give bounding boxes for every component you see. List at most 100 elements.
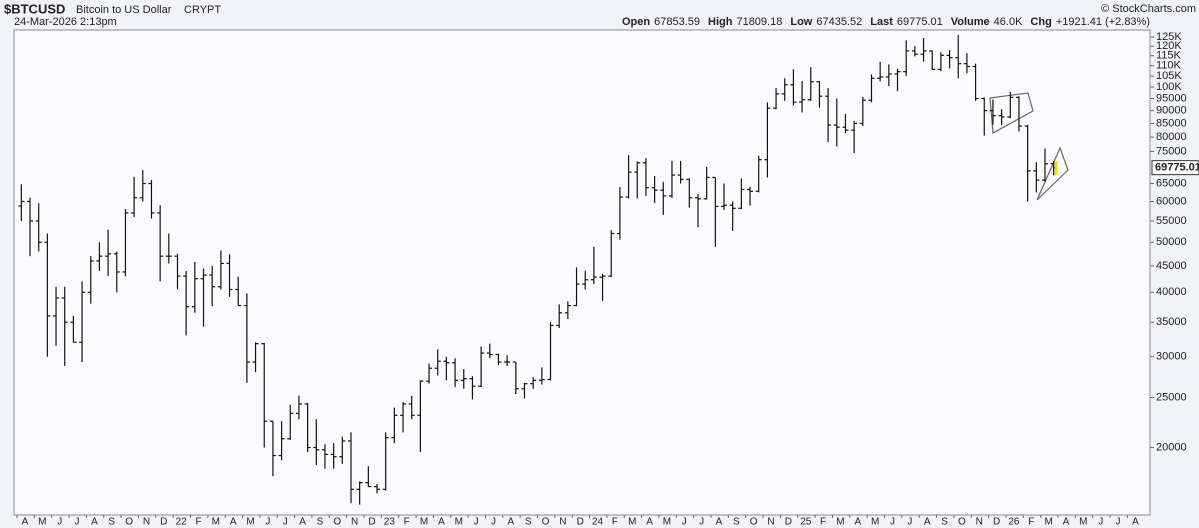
x-tick-label: M: [628, 517, 636, 528]
x-tick-label: M: [455, 517, 463, 528]
x-tick-label: A: [1132, 517, 1139, 528]
x-tick-label: J: [682, 517, 687, 528]
quote-label: Volume: [951, 16, 990, 28]
plot-area: [13, 29, 1151, 516]
x-tick-label: M: [1079, 517, 1087, 528]
y-tick-label: 90000: [1156, 105, 1187, 117]
x-tick-label: F: [195, 517, 201, 528]
x-tick-label: O: [958, 517, 966, 528]
y-tick-label: 120K: [1156, 40, 1182, 52]
y-tick-label: 30000: [1156, 351, 1187, 363]
x-tick-label: J: [283, 517, 288, 528]
x-tick-label: O: [333, 517, 341, 528]
chart-subtitle: Bitcoin to US Dollar: [76, 4, 172, 16]
quote-value: 71809.18: [736, 16, 782, 28]
x-tick-label: M: [212, 517, 220, 528]
x-tick-label: D: [160, 517, 167, 528]
x-tick-label: F: [404, 517, 410, 528]
x-tick-label: J: [1116, 517, 1121, 528]
y-tick-label: 25000: [1156, 391, 1187, 403]
x-tick-label: M: [836, 517, 844, 528]
y-tick-label: 115K: [1156, 50, 1182, 62]
x-tick-label: J: [474, 517, 479, 528]
y-tick-label: 105K: [1156, 70, 1182, 82]
quote-label: High: [708, 16, 733, 28]
x-tick-label: A: [91, 517, 98, 528]
x-tick-label: A: [299, 517, 306, 528]
last-price-label: 69775.01: [1155, 162, 1199, 174]
x-tick-label: M: [420, 517, 428, 528]
quote-label: Low: [790, 16, 812, 28]
x-tick-label: O: [125, 517, 133, 528]
y-tick-label: 125K: [1156, 31, 1182, 43]
x-tick-label: J: [57, 517, 62, 528]
last-price-box: [1151, 160, 1199, 176]
y-tick-label: 80000: [1156, 131, 1187, 143]
x-tick-label: N: [143, 517, 150, 528]
pennant-pattern: [1036, 146, 1069, 201]
quote-value: 67853.59: [654, 16, 700, 28]
last-marker: [1054, 161, 1058, 176]
x-tick-label: A: [1063, 517, 1070, 528]
x-tick-label: M: [246, 517, 254, 528]
x-tick-label: J: [75, 517, 80, 528]
y-tick-label: 85000: [1156, 117, 1187, 129]
x-tick-label: O: [750, 517, 758, 528]
pennant-pattern: [989, 92, 1034, 134]
y-tick-label: 65000: [1156, 177, 1187, 189]
y-tick-label: 40000: [1156, 286, 1187, 298]
quote-label: Open: [622, 16, 650, 28]
x-tick-label: N: [767, 517, 774, 528]
y-tick-label: 45000: [1156, 260, 1187, 272]
x-tick-label: J: [491, 517, 496, 528]
x-tick-label: N: [351, 517, 358, 528]
date: 24-Mar-2026 2:13pm: [14, 16, 117, 28]
y-tick-label: 95000: [1156, 92, 1187, 104]
x-tick-label: 24: [592, 517, 604, 528]
quote: Open 67853.59 High 71809.18 Low 67435.52 Last 6…: [622, 16, 1150, 28]
quote-value: 46.0K: [994, 16, 1023, 28]
x-tick-label: F: [820, 517, 826, 528]
x-tick-label: O: [542, 517, 550, 528]
quote-value: 69775.01: [897, 16, 943, 28]
x-tick-label: M: [38, 517, 46, 528]
x-tick-label: M: [1044, 517, 1052, 528]
x-tick-label: 22: [176, 517, 188, 528]
x-tick-label: J: [699, 517, 704, 528]
x-tick-label: J: [265, 517, 270, 528]
x-tick-label: S: [941, 517, 948, 528]
y-tick-label: 110K: [1156, 60, 1182, 72]
x-tick-label: D: [785, 517, 792, 528]
x-tick-label: A: [924, 517, 931, 528]
y-tick-label: 100K: [1156, 81, 1182, 93]
x-tick-label: A: [716, 517, 723, 528]
x-tick-label: N: [976, 517, 983, 528]
x-tick-label: J: [890, 517, 895, 528]
x-tick-label: A: [854, 517, 861, 528]
trendlines: [989, 92, 1069, 201]
x-tick-label: N: [559, 517, 566, 528]
x-tick-label: 23: [384, 517, 396, 528]
x-tick-label: M: [871, 517, 879, 528]
x-tick-label: S: [317, 517, 324, 528]
quote-label: Last: [870, 16, 893, 28]
x-tick-label: 25: [800, 517, 812, 528]
quote-value: +1921.41 (+2.83%): [1056, 16, 1150, 28]
x-tick-label: J: [1098, 517, 1103, 528]
x-tick-label: D: [993, 517, 1000, 528]
x-tick-label: D: [577, 517, 584, 528]
y-tick-label: 35000: [1156, 316, 1187, 328]
x-tick-label: F: [612, 517, 618, 528]
x-tick-label: A: [646, 517, 653, 528]
x-tick-label: D: [368, 517, 375, 528]
quote-label: Chg: [1030, 16, 1051, 28]
quote-value: 67435.52: [816, 16, 862, 28]
y-tick-label: 55000: [1156, 215, 1187, 227]
y-tick-label: 50000: [1156, 236, 1187, 248]
y-tick-label: 20000: [1156, 441, 1187, 453]
x-tick-label: 26: [1008, 517, 1020, 528]
y-tick-label: 60000: [1156, 195, 1187, 207]
x-tick-label: A: [438, 517, 445, 528]
x-tick-label: A: [230, 517, 237, 528]
